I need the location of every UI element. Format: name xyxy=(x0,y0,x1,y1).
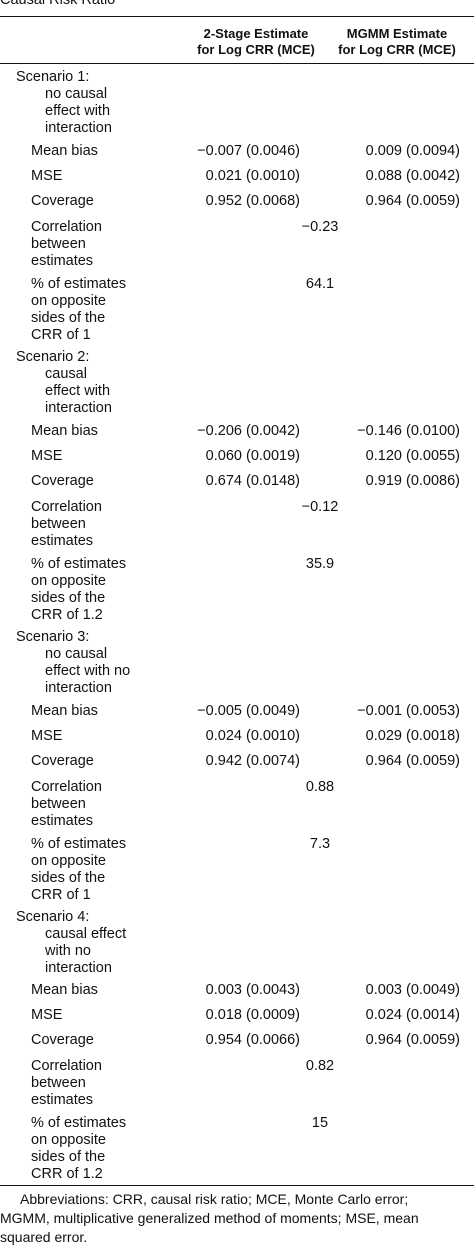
table-caption: Causal Risk Ratio xyxy=(0,0,116,8)
row-label-correlation: Correlation between estimates xyxy=(31,219,102,269)
row-label-mean-bias: Mean bias xyxy=(31,703,98,719)
row-label-coverage: Coverage xyxy=(31,193,94,209)
row-label-mse: MSE xyxy=(31,728,63,744)
column-header-mgmm: MGMM Estimate for Log CRR (MCE) xyxy=(338,26,456,57)
coverage-two-stage: 0.674 (0.0148) xyxy=(205,473,300,489)
correlation-value: 0.88 xyxy=(305,779,335,795)
opposite-sides-value: 35.9 xyxy=(305,556,335,572)
mse-two-stage: 0.018 (0.0009) xyxy=(205,1007,300,1023)
table-footnote: Abbreviations: CRR, causal risk ratio; M… xyxy=(0,1190,474,1247)
row-label-correlation: Correlation between estimates xyxy=(31,1058,102,1108)
opposite-sides-value: 7.3 xyxy=(309,836,331,852)
mse-mgmm: 0.088 (0.0042) xyxy=(365,168,460,184)
scenario-title: Scenario 1: no causal effect with intera… xyxy=(16,69,112,136)
opposite-sides-value: 15 xyxy=(311,1115,329,1131)
mean-bias-mgmm: −0.146 (0.0100) xyxy=(357,423,460,439)
mse-mgmm: 0.120 (0.0055) xyxy=(365,448,460,464)
coverage-two-stage: 0.942 (0.0074) xyxy=(205,753,300,769)
mean-bias-two-stage: −0.007 (0.0046) xyxy=(197,143,300,159)
coverage-two-stage: 0.954 (0.0066) xyxy=(205,1032,300,1048)
row-label-opposite-sides: % of estimates on opposite sides of the … xyxy=(31,836,127,903)
coverage-mgmm: 0.919 (0.0086) xyxy=(365,473,460,489)
mean-bias-mgmm: 0.003 (0.0049) xyxy=(365,982,460,998)
row-label-opposite-sides: % of estimates on opposite sides of the … xyxy=(31,1115,127,1182)
row-label-coverage: Coverage xyxy=(31,1032,94,1048)
mse-mgmm: 0.024 (0.0014) xyxy=(365,1007,460,1023)
row-label-mse: MSE xyxy=(31,448,63,464)
row-label-correlation: Correlation between estimates xyxy=(31,499,102,549)
coverage-mgmm: 0.964 (0.0059) xyxy=(365,753,460,769)
row-label-correlation: Correlation between estimates xyxy=(31,779,102,829)
footnote-line-3: squared error. xyxy=(0,1229,88,1245)
row-label-coverage: Coverage xyxy=(31,473,94,489)
mean-bias-mgmm: −0.001 (0.0053) xyxy=(357,703,460,719)
coverage-two-stage: 0.952 (0.0068) xyxy=(205,193,300,209)
header-rule xyxy=(0,63,474,64)
row-label-mean-bias: Mean bias xyxy=(31,982,98,998)
bottom-rule xyxy=(0,1185,474,1186)
scenario-title: Scenario 2: causal effect with interacti… xyxy=(16,349,112,416)
scenario-title: Scenario 4: causal effect with no intera… xyxy=(16,909,127,976)
row-label-mse: MSE xyxy=(31,168,63,184)
mean-bias-mgmm: 0.009 (0.0094) xyxy=(365,143,460,159)
top-rule xyxy=(0,16,474,17)
coverage-mgmm: 0.964 (0.0059) xyxy=(365,1032,460,1048)
row-label-mean-bias: Mean bias xyxy=(31,143,98,159)
mean-bias-two-stage: −0.005 (0.0049) xyxy=(197,703,300,719)
correlation-value: −0.23 xyxy=(301,219,339,235)
mse-two-stage: 0.024 (0.0010) xyxy=(205,728,300,744)
row-label-opposite-sides: % of estimates on opposite sides of the … xyxy=(31,276,127,343)
mse-mgmm: 0.029 (0.0018) xyxy=(365,728,460,744)
mean-bias-two-stage: 0.003 (0.0043) xyxy=(205,982,300,998)
row-label-mse: MSE xyxy=(31,1007,63,1023)
correlation-value: −0.12 xyxy=(301,499,339,515)
mse-two-stage: 0.060 (0.0019) xyxy=(205,448,300,464)
mean-bias-two-stage: −0.206 (0.0042) xyxy=(197,423,300,439)
correlation-value: 0.82 xyxy=(305,1058,335,1074)
mse-two-stage: 0.021 (0.0010) xyxy=(205,168,300,184)
row-label-opposite-sides: % of estimates on opposite sides of the … xyxy=(31,556,127,623)
coverage-mgmm: 0.964 (0.0059) xyxy=(365,193,460,209)
row-label-coverage: Coverage xyxy=(31,753,94,769)
opposite-sides-value: 64.1 xyxy=(305,276,335,292)
column-header-two-stage: 2-Stage Estimate for Log CRR (MCE) xyxy=(197,26,315,57)
scenario-title: Scenario 3: no causal effect with no int… xyxy=(16,629,131,696)
footnote-line-2: MGMM, multiplicative generalized method … xyxy=(0,1210,419,1226)
footnote-line-1: Abbreviations: CRR, causal risk ratio; M… xyxy=(20,1191,409,1207)
row-label-mean-bias: Mean bias xyxy=(31,423,98,439)
